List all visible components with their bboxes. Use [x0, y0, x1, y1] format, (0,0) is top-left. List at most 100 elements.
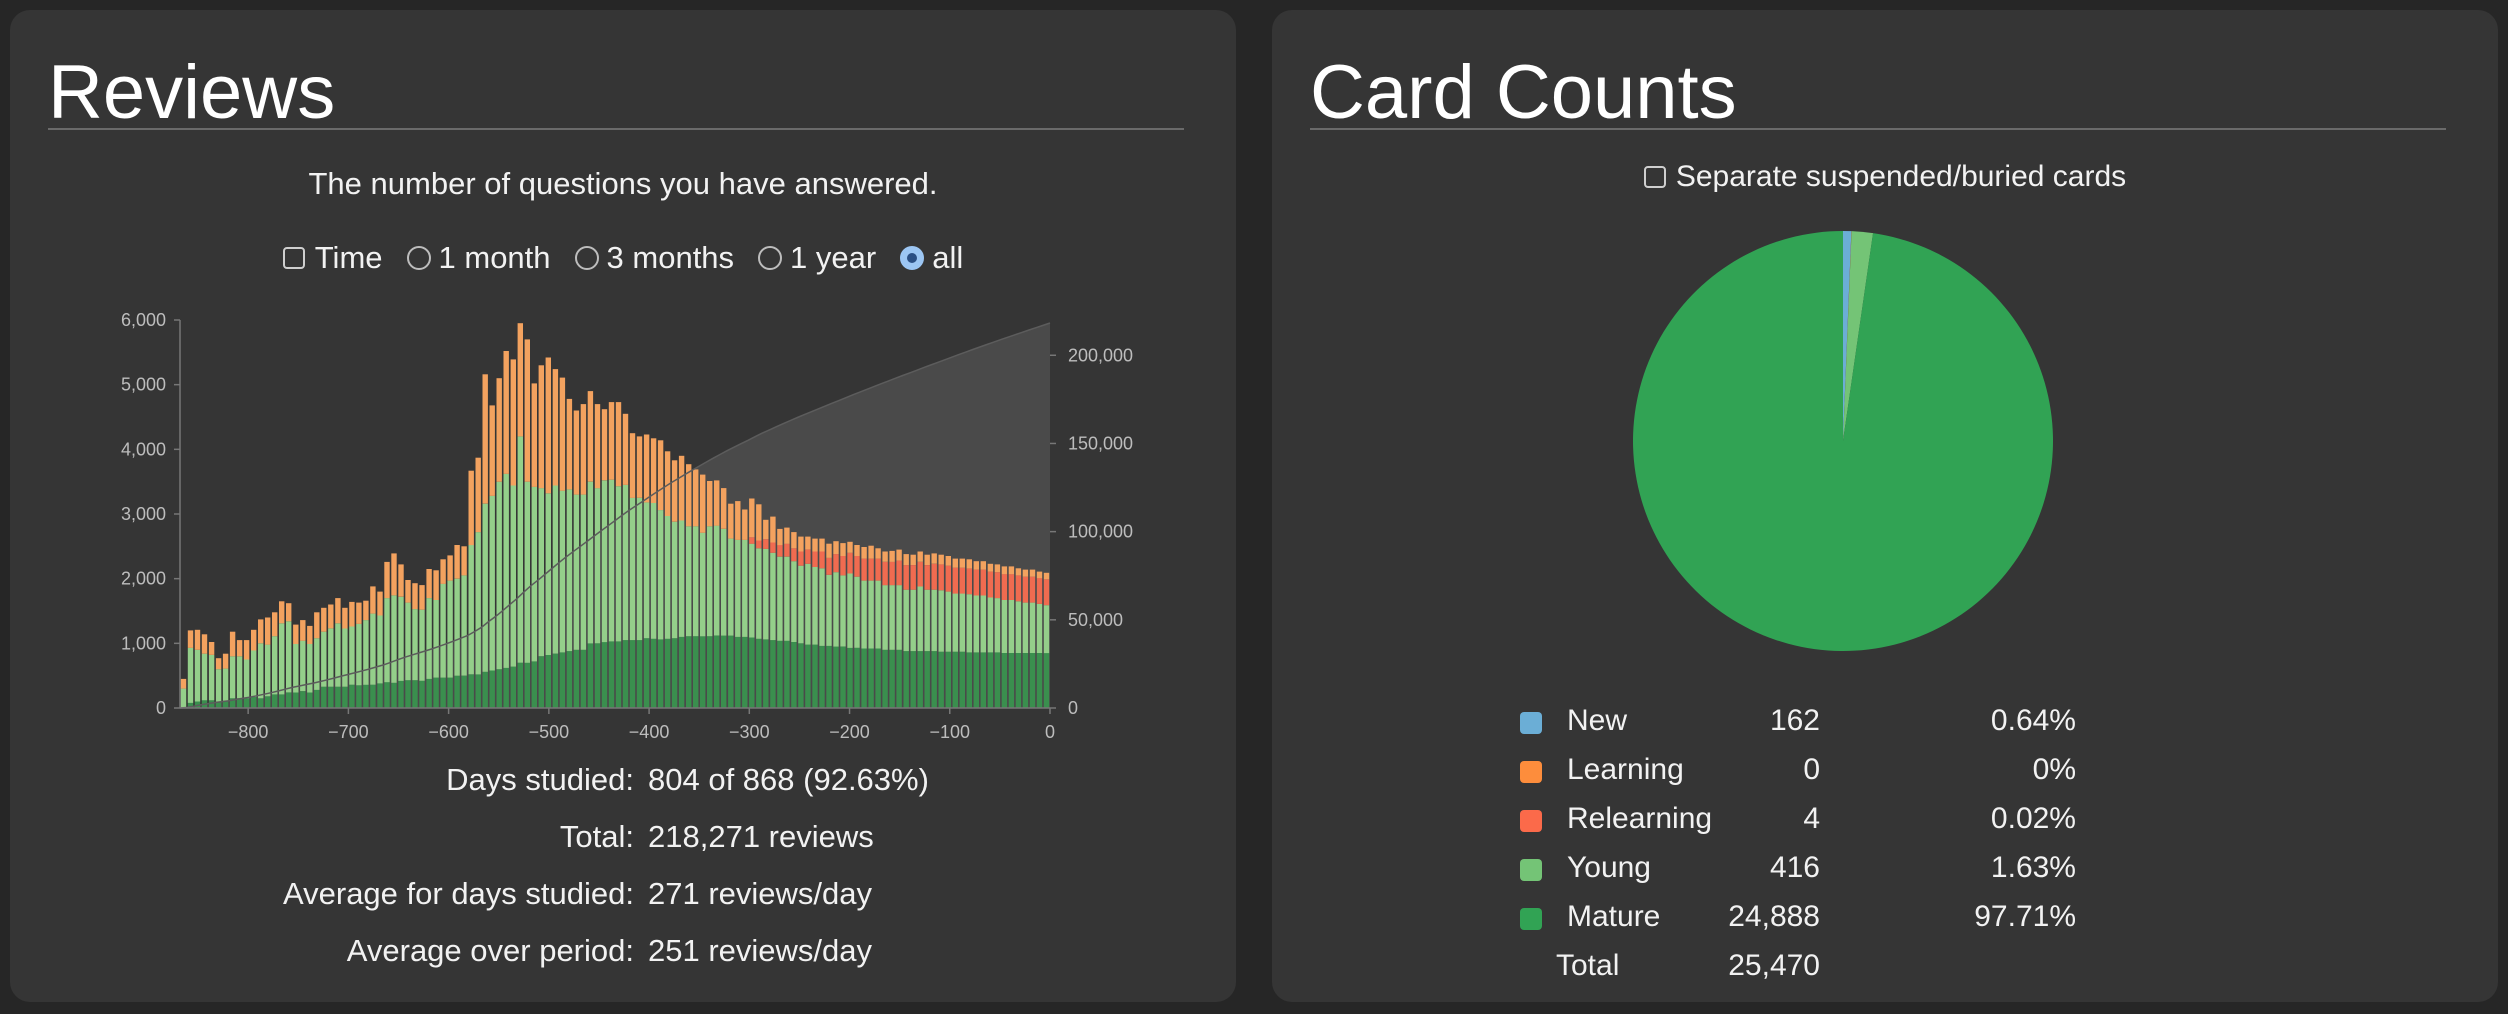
- bar-segment-mature: [405, 680, 411, 708]
- bar-segment-learning: [847, 541, 853, 553]
- bar-segment-young: [363, 620, 369, 685]
- bar-segment-mature: [328, 686, 334, 708]
- bar-segment-learning: [356, 602, 362, 624]
- bar-segment-mature: [636, 640, 643, 708]
- radio-1-month[interactable]: [406, 246, 431, 270]
- bar-segment-young: [335, 623, 341, 687]
- range-3-months[interactable]: 3 months: [574, 240, 734, 276]
- time-checkbox[interactable]: [282, 247, 305, 269]
- separate-checkbox[interactable]: [1643, 166, 1666, 188]
- bar-segment-mature: [678, 636, 685, 708]
- bar-segment-mature: [601, 642, 608, 708]
- stat-row-days: Days studied: 804 of 868 (92.63%): [10, 762, 1236, 819]
- stat-label: Average for days studied:: [283, 876, 634, 911]
- bar-segment-young: [426, 598, 432, 679]
- bar-segment-mature: [489, 670, 495, 708]
- bar-segment-learning: [201, 634, 208, 654]
- bar-segment-learning: [405, 580, 411, 603]
- legend-row-young[interactable]: Young 416 1.63%: [1520, 851, 2160, 900]
- bar-segment-young: [293, 644, 299, 693]
- bar-segment-learning: [728, 503, 734, 539]
- bar-segment-young: [959, 593, 965, 652]
- bar-segment-learning: [917, 551, 923, 562]
- separate-label: Separate suspended/buried cards: [1675, 160, 2127, 193]
- radio-all[interactable]: [900, 246, 925, 270]
- bar-segment-learning: [510, 359, 516, 486]
- swatch-relearning: [1520, 810, 1542, 832]
- bar-segment-mature: [229, 698, 236, 708]
- bar-segment-learning: [496, 378, 502, 482]
- time-label: Time: [314, 240, 383, 275]
- bar-segment-learning: [678, 455, 685, 521]
- range-1-year[interactable]: 1 year: [758, 240, 876, 276]
- bar-segment-relearning: [938, 564, 944, 591]
- bar-segment-learning: [236, 640, 243, 657]
- bar-segment-learning: [342, 607, 348, 629]
- y2-tick-label: 150,000: [1068, 433, 1133, 453]
- bar-segment-relearning: [1036, 578, 1043, 604]
- separate-suspended-toggle[interactable]: Separate suspended/buried cards: [1272, 160, 2498, 194]
- radio-3-months[interactable]: [574, 246, 599, 270]
- stat-value: 271 reviews/day: [648, 876, 873, 911]
- range-all[interactable]: all: [900, 240, 963, 276]
- bar-segment-mature: [419, 680, 425, 708]
- bar-segment-mature: [496, 669, 502, 708]
- reviews-controls: Time 1 month 3 months 1 year all: [10, 240, 1236, 276]
- bar-segment-young: [208, 655, 215, 701]
- bar-segment-learning: [896, 549, 902, 561]
- bar-segment-mature: [840, 646, 846, 708]
- bar-segment-young: [187, 647, 194, 703]
- bar-segment-young: [433, 600, 439, 678]
- radio-1-year[interactable]: [758, 246, 783, 270]
- bar-segment-mature: [728, 635, 734, 708]
- bar-segment-mature: [693, 636, 699, 708]
- bar-segment-relearning: [868, 558, 874, 581]
- pie-slice-mature: [1633, 231, 2054, 651]
- bar-segment-relearning: [889, 561, 895, 586]
- legend-row-mature[interactable]: Mature 24,888 97.71%: [1520, 900, 2160, 949]
- bar-segment-mature: [847, 647, 853, 708]
- bar-segment-mature: [629, 640, 636, 708]
- time-toggle[interactable]: Time: [282, 240, 383, 276]
- stat-value: 218,271 reviews: [648, 819, 874, 854]
- bar-segment-mature: [707, 636, 713, 708]
- bar-segment-mature: [468, 674, 474, 708]
- legend-row-relearning[interactable]: Relearning 4 0.02%: [1520, 802, 2160, 851]
- bar-segment-learning: [293, 624, 299, 644]
- bar-segment-learning: [882, 551, 888, 562]
- legend-row-learning[interactable]: Learning 0 0%: [1520, 753, 2160, 802]
- bar-segment-young: [868, 580, 874, 649]
- bar-segment-learning: [461, 546, 467, 576]
- bar-segment-learning: [721, 488, 727, 529]
- bar-segment-learning: [1036, 571, 1043, 579]
- bar-segment-young: [594, 488, 601, 644]
- bar-segment-young: [608, 479, 615, 642]
- bar-segment-young: [742, 539, 748, 637]
- bar-segment-learning: [749, 498, 755, 538]
- bar-segment-learning: [938, 554, 944, 565]
- legend-row-new[interactable]: New 162 0.64%: [1520, 704, 2160, 753]
- legend-count: 24,888: [1728, 900, 1820, 933]
- y2-tick-label: 200,000: [1068, 345, 1133, 365]
- bar-segment-mature: [868, 648, 874, 708]
- bar-segment-mature: [763, 639, 769, 708]
- bar-segment-relearning: [931, 563, 937, 590]
- y-tick-label: 5,000: [121, 375, 166, 395]
- bar-segment-relearning: [959, 567, 965, 594]
- card-counts-card: Card Counts Separate suspended/buried ca…: [1272, 10, 2498, 1002]
- range-1-month[interactable]: 1 month: [406, 240, 551, 276]
- bar-segment-young: [1001, 600, 1008, 653]
- bar-segment-mature: [398, 680, 404, 708]
- bar-segment-mature: [286, 692, 292, 708]
- bar-segment-learning: [643, 434, 650, 503]
- legend-count: 162: [1769, 704, 1820, 737]
- bar-segment-young: [791, 561, 797, 642]
- bar-segment-relearning: [903, 565, 909, 590]
- reviews-card: Reviews The number of questions you have…: [10, 10, 1236, 1002]
- bar-segment-learning: [840, 543, 846, 556]
- bar-segment-young: [552, 485, 559, 654]
- bar-segment-learning: [433, 570, 439, 600]
- bar-segment-learning: [1022, 569, 1029, 577]
- bar-segment-learning: [903, 554, 909, 566]
- y-tick-label: 2,000: [121, 569, 166, 589]
